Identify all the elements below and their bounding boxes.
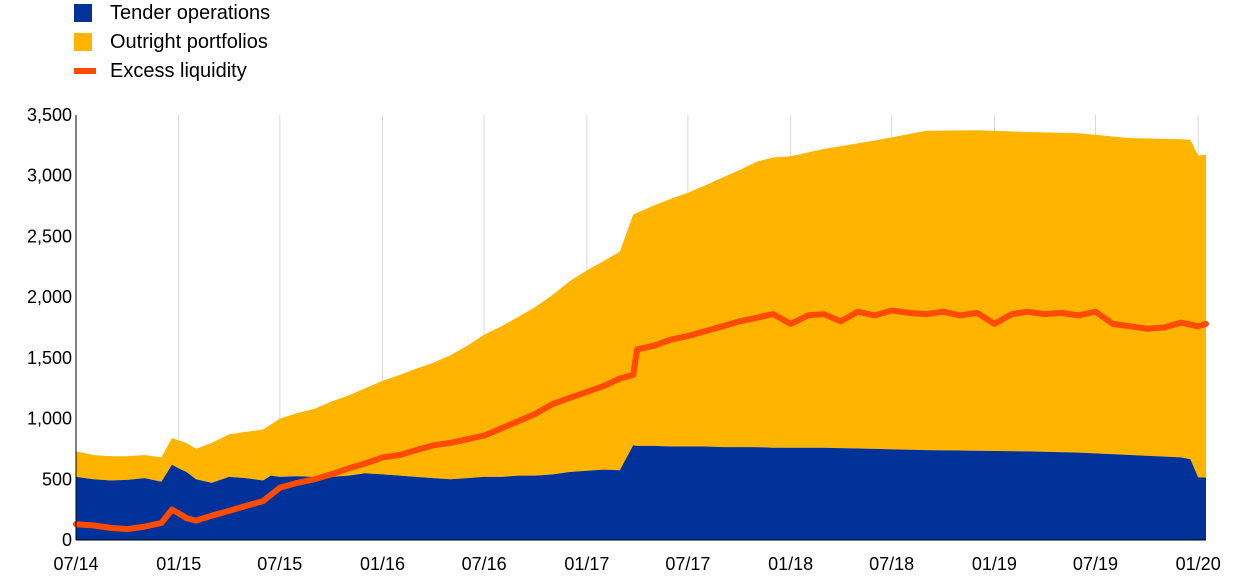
y-tick-label-1: 500 <box>42 469 72 489</box>
y-tick-label-4: 2,000 <box>27 287 72 307</box>
y-tick-label-6: 3,000 <box>27 166 72 186</box>
legend-label-outright: Outright portfolios <box>110 31 268 53</box>
x-tick-label-8: 07/18 <box>869 554 914 574</box>
legend-swatch-outright <box>74 33 92 51</box>
y-tick-label-5: 2,500 <box>27 226 72 246</box>
x-tick-label-9: 01/19 <box>972 554 1017 574</box>
x-tick-label-5: 01/17 <box>564 554 609 574</box>
x-tick-label-11: 01/20 <box>1176 554 1221 574</box>
x-tick-label-1: 01/15 <box>156 554 201 574</box>
area-tender-operations <box>76 445 1206 540</box>
y-tick-label-3: 1,500 <box>27 348 72 368</box>
x-tick-label-6: 07/17 <box>665 554 710 574</box>
y-tick-label-7: 3,500 <box>27 105 72 125</box>
x-tick-label-2: 07/15 <box>257 554 302 574</box>
legend-swatch-tender <box>74 4 92 22</box>
y-tick-label-0: 0 <box>62 530 72 550</box>
y-tick-label-2: 1,000 <box>27 409 72 429</box>
x-tick-label-10: 07/19 <box>1073 554 1118 574</box>
legend-swatch-excess <box>74 68 96 74</box>
legend-label-tender: Tender operations <box>110 2 271 24</box>
x-tick-label-0: 07/14 <box>53 554 98 574</box>
legend-label-excess: Excess liquidity <box>110 60 247 82</box>
line-excess-liquidity <box>73 307 1209 533</box>
area-outright-portfolios <box>76 130 1206 483</box>
x-tick-label-7: 01/18 <box>768 554 813 574</box>
x-tick-label-3: 01/16 <box>360 554 405 574</box>
x-tick-label-4: 07/16 <box>462 554 507 574</box>
